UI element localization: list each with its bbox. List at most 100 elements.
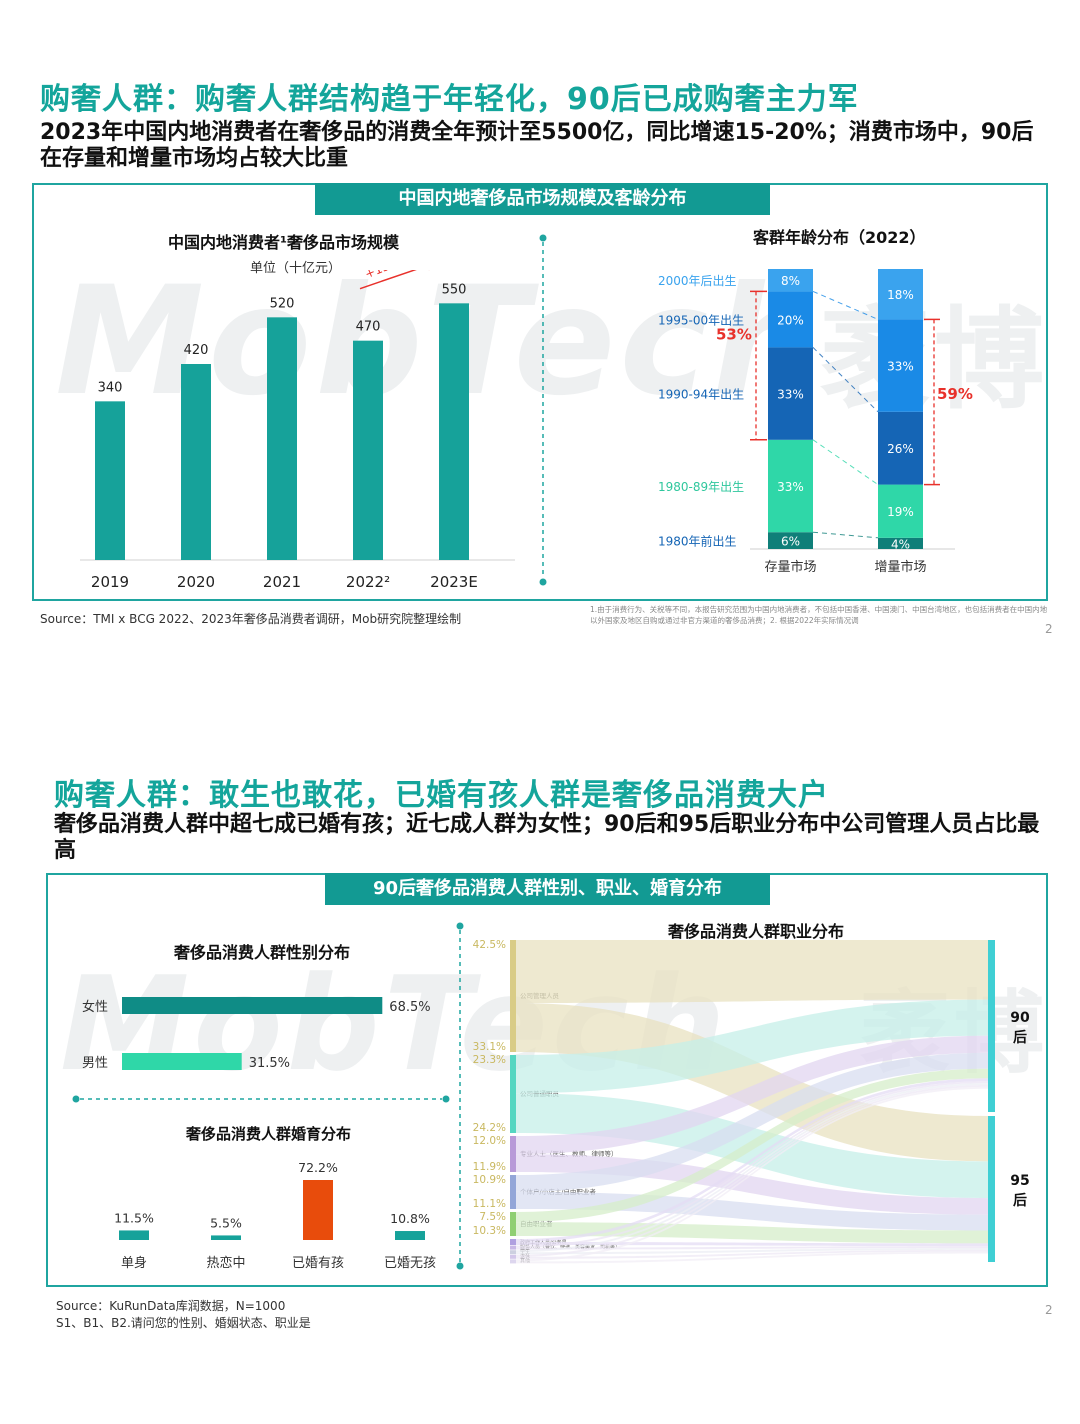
age-segment-4 bbox=[768, 269, 813, 292]
sankey-value-label: 42.5% bbox=[473, 939, 506, 951]
age-legend-label: 1980-89年出生 bbox=[658, 480, 744, 494]
sankey-node bbox=[510, 1136, 516, 1172]
marriage-value-label: 10.8% bbox=[390, 1211, 430, 1226]
marriage-bar bbox=[211, 1235, 241, 1240]
slide2-source-line1: Source：KuRunData库润数据，N=1000 bbox=[56, 1299, 286, 1313]
slide2-page-number: 2 bbox=[1045, 1303, 1053, 1317]
slide1-subtitle: 2023年中国内地消费者在奢侈品的消费全年预计至5500亿，同比增速15-20%… bbox=[40, 120, 1034, 171]
sankey-value-label: 10.9% bbox=[473, 1174, 506, 1186]
sankey-value-label: 10.3% bbox=[473, 1225, 506, 1237]
age-connector-line bbox=[812, 290, 879, 320]
sankey-node-label: 个体户/小店主/自由职业者 bbox=[520, 1187, 596, 1196]
market-bar bbox=[181, 364, 211, 560]
marriage-bar bbox=[119, 1230, 149, 1240]
sankey-link-90 bbox=[516, 1083, 988, 1253]
sankey-node-label: 专业人士（医生、教师、律师等） bbox=[520, 1149, 618, 1158]
marriage-bar bbox=[395, 1231, 425, 1240]
age-segment-3 bbox=[768, 291, 813, 348]
gender-value-label: 31.5% bbox=[249, 1056, 290, 1071]
age-segment-label: 33% bbox=[777, 480, 804, 494]
market-bar-value: 470 bbox=[356, 320, 381, 335]
age-segment-3 bbox=[878, 319, 923, 412]
sankey-link-95 bbox=[516, 1251, 988, 1264]
market-bar-value: 420 bbox=[184, 343, 209, 358]
market-bar-value: 520 bbox=[270, 296, 295, 311]
sankey-node bbox=[510, 1239, 516, 1245]
age-segment-0 bbox=[878, 537, 923, 549]
divider-dotted-vertical-2 bbox=[456, 922, 464, 1270]
market-category-label: 2020 bbox=[177, 573, 215, 591]
sankey-value-label: 23.3% bbox=[473, 1054, 506, 1066]
sankey-link-95 bbox=[516, 1246, 988, 1250]
age-segment-1 bbox=[768, 439, 813, 533]
age-category-label: 增量市场 bbox=[874, 559, 926, 575]
sankey-value-label: 33.1% bbox=[473, 1041, 506, 1053]
gender-value-label: 68.5% bbox=[389, 1000, 430, 1015]
sankey-link-90 bbox=[516, 999, 988, 1094]
age-category-label: 存量市场 bbox=[764, 559, 816, 575]
age-connector-line bbox=[812, 531, 879, 539]
age-segment-label: 26% bbox=[887, 442, 914, 456]
divider-dotted-vertical-1 bbox=[539, 234, 547, 586]
slide1-title: 购奢人群：购奢人群结构趋于年轻化，90后已成购奢主力军 bbox=[40, 82, 859, 117]
sankey-target-label: 90 bbox=[1010, 1010, 1030, 1026]
age-connector-line bbox=[812, 439, 879, 486]
age-segment-4 bbox=[878, 269, 923, 320]
marriage-chart: 11.5% 单身 5.5% 热恋中 72.2% 已婚有孩 10.8% 已婚无孩 bbox=[114, 1160, 436, 1271]
gender-chart: 女性 68.5% 男性 31.5% bbox=[82, 997, 431, 1071]
age-segment-label: 33% bbox=[777, 388, 804, 402]
age-segment-label: 8% bbox=[781, 274, 800, 288]
gender-chart-title: 奢侈品消费人群性别分布 bbox=[174, 943, 351, 962]
market-category-label: 2022² bbox=[346, 573, 390, 591]
market-chart-unit: 单位（十亿元） bbox=[250, 261, 342, 276]
slide2-subtitle: 奢侈品消费人群中超七成已婚有孩；近七成人群为女性；90后和95后职业分布中公司管… bbox=[54, 812, 1040, 863]
market-bar bbox=[439, 303, 469, 560]
career-sankey-chart: 公司管理人员公司普通职员专业人士（医生、教师、律师等）个体户/小店主/自由职业者… bbox=[473, 939, 1030, 1264]
market-category-label: 2021 bbox=[263, 573, 301, 591]
age-distribution-chart: 6% 33% 33% 20% 8% 存量市场 4% 19% 26% 33% 18% 增量市场 1980年… bbox=[658, 269, 973, 575]
gender-bar bbox=[122, 997, 383, 1014]
market-size-chart: 3402019420202052020214702022²5502023E+15… bbox=[80, 270, 515, 591]
growth-arrow-line bbox=[359, 270, 417, 290]
age-legend-label: 1995-00年出生 bbox=[658, 313, 744, 327]
marriage-category-label: 单身 bbox=[121, 1255, 147, 1271]
sankey-value-label: 12.0% bbox=[473, 1135, 506, 1147]
marriage-category-label: 热恋中 bbox=[206, 1255, 245, 1271]
slide1-banner: 中国内地奢侈品市场规模及客龄分布 bbox=[315, 183, 770, 215]
market-bar bbox=[267, 317, 297, 560]
sankey-value-label: 7.5% bbox=[479, 1211, 506, 1223]
sankey-link-90 bbox=[516, 1086, 988, 1262]
market-bar bbox=[353, 340, 383, 560]
age-chart-title: 客群年龄分布（2022） bbox=[753, 228, 926, 247]
sankey-node-label: 公司普通职员 bbox=[520, 1089, 560, 1098]
sankey-link-90 bbox=[516, 1084, 988, 1257]
slide1-source: Source：TMI x BCG 2022、2023年奢侈品消费者调研，Mob研… bbox=[40, 612, 462, 626]
sankey-link-95 bbox=[516, 1002, 988, 1162]
age-segment-0 bbox=[768, 532, 813, 549]
sankey-value-label: 11.1% bbox=[473, 1198, 506, 1210]
sankey-link-90 bbox=[516, 940, 988, 1003]
marriage-bar bbox=[303, 1180, 333, 1240]
sankey-target-label: 后 bbox=[1013, 1192, 1027, 1209]
market-category-label: 2019 bbox=[91, 573, 129, 591]
gender-category-label: 男性 bbox=[82, 1056, 108, 1071]
sankey-link-90 bbox=[516, 1078, 988, 1242]
divider-dotted-horizontal bbox=[72, 1095, 450, 1103]
slide2-banner: 90后奢侈品消费人群性别、职业、婚育分布 bbox=[325, 873, 770, 905]
sankey-link-90 bbox=[516, 1068, 988, 1223]
sankey-value-label: 24.2% bbox=[473, 1122, 506, 1134]
bracket-label-stock: 53% bbox=[716, 326, 752, 344]
age-legend-label: 2000年后出生 bbox=[658, 274, 737, 288]
marriage-value-label: 11.5% bbox=[114, 1210, 154, 1225]
sankey-link-90 bbox=[516, 1052, 988, 1192]
market-category-label: 2023E bbox=[430, 573, 478, 591]
age-segment-label: 19% bbox=[887, 505, 914, 519]
age-segment-label: 33% bbox=[887, 360, 914, 374]
age-connector-line bbox=[812, 347, 879, 413]
sankey-link-90 bbox=[516, 1081, 988, 1248]
marriage-category-label: 已婚无孩 bbox=[384, 1256, 436, 1271]
bracket-label-increment: 59% bbox=[937, 385, 973, 403]
marriage-value-label: 72.2% bbox=[298, 1160, 338, 1175]
gender-category-label: 女性 bbox=[82, 999, 108, 1015]
marriage-category-label: 已婚有孩 bbox=[292, 1256, 344, 1271]
